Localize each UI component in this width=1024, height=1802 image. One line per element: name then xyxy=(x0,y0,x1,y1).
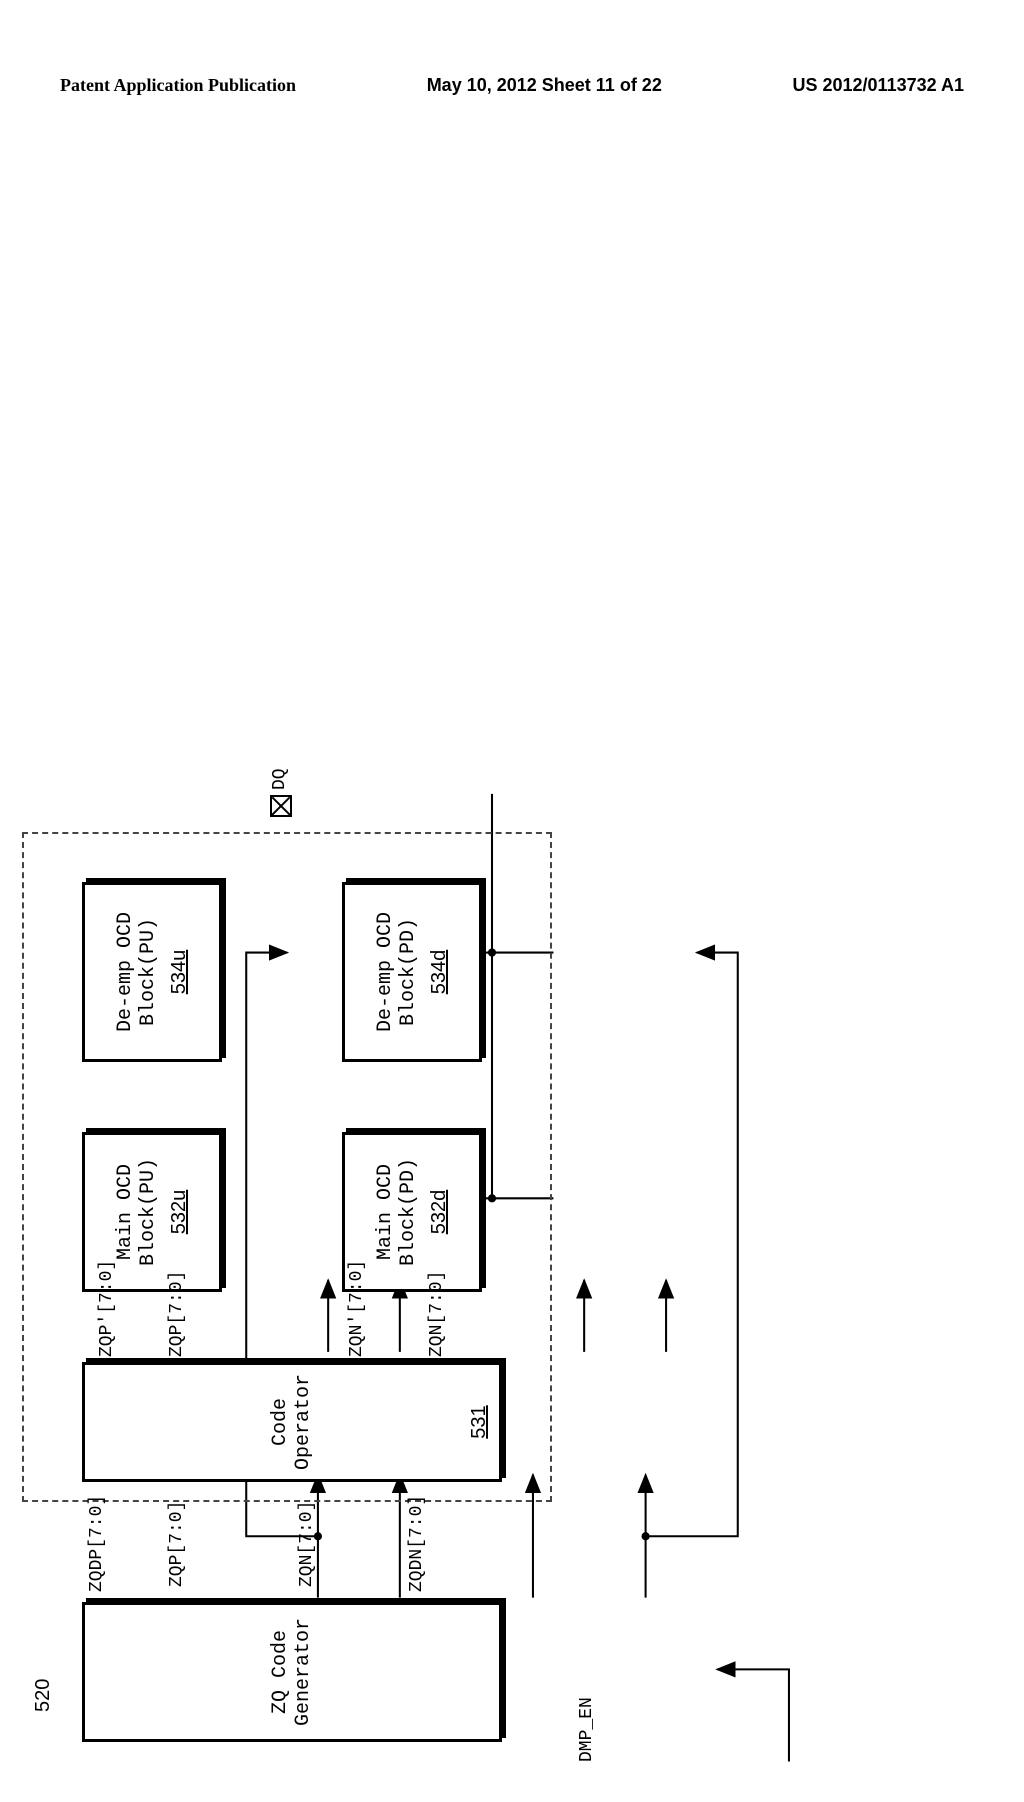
code-op-line1: Code xyxy=(269,1398,292,1446)
sig-zqpp2: ZQP[7:0] xyxy=(167,1271,187,1357)
ref-532d: 532d xyxy=(428,1190,451,1235)
page-header: Patent Application Publication May 10, 2… xyxy=(0,75,1024,96)
demp-pd-l2: Block(PD) xyxy=(397,918,420,1026)
ref-532u: 532u xyxy=(168,1190,191,1235)
header-right: US 2012/0113732 A1 xyxy=(793,75,964,96)
ref-534d: 534d xyxy=(428,950,451,995)
code-op-line2: Operator xyxy=(292,1374,315,1470)
sig-zqdp: ZQDP[7:0] xyxy=(87,1495,107,1592)
ref-534u: 534u xyxy=(168,950,191,995)
deemp-ocd-pu-block: De-emp OCD Block(PU) 534u xyxy=(82,882,222,1062)
ref-520: 520 xyxy=(32,1679,55,1712)
sig-zqdn: ZQDN[7:0] xyxy=(407,1495,427,1592)
code-operator-block: Code Operator 531 xyxy=(82,1362,502,1482)
header-left: Patent Application Publication xyxy=(60,75,296,96)
sig-zqnn: ZQN'[7:0] xyxy=(347,1260,367,1357)
ref-531: 531 xyxy=(468,1405,491,1438)
sig-dmp-en: DMP_EN xyxy=(577,1697,597,1762)
dq-pad-icon xyxy=(270,795,292,817)
header-center: May 10, 2012 Sheet 11 of 22 xyxy=(427,75,662,96)
demp-pu-l2: Block(PU) xyxy=(137,918,160,1026)
deemp-ocd-pd-block: De-emp OCD Block(PD) 534d xyxy=(342,882,482,1062)
ref-530: 530 xyxy=(0,1449,5,1482)
main-pu-l1: Main OCD xyxy=(114,1164,137,1260)
main-pu-l2: Block(PU) xyxy=(137,1158,160,1266)
main-pd-l2: Block(PD) xyxy=(397,1158,420,1266)
sig-zqpp: ZQP'[7:0] xyxy=(97,1260,117,1357)
demp-pu-l1: De-emp OCD xyxy=(114,912,137,1032)
sig-zqp: ZQP[7:0] xyxy=(167,1501,187,1587)
main-pd-l1: Main OCD xyxy=(374,1164,397,1260)
sig-dq: DQ xyxy=(270,768,290,790)
zq-code-generator-block: ZQ Code Generator xyxy=(82,1602,502,1742)
sig-zqn: ZQN[7:0] xyxy=(297,1501,317,1587)
demp-pd-l1: De-emp OCD xyxy=(374,912,397,1032)
zq-gen-line1: ZQ Code xyxy=(269,1630,292,1714)
zq-gen-line2: Generator xyxy=(292,1618,315,1726)
sig-zqnn2: ZQN[7:0] xyxy=(427,1271,447,1357)
diagram-area: Fig. 11 xyxy=(0,758,1022,1782)
